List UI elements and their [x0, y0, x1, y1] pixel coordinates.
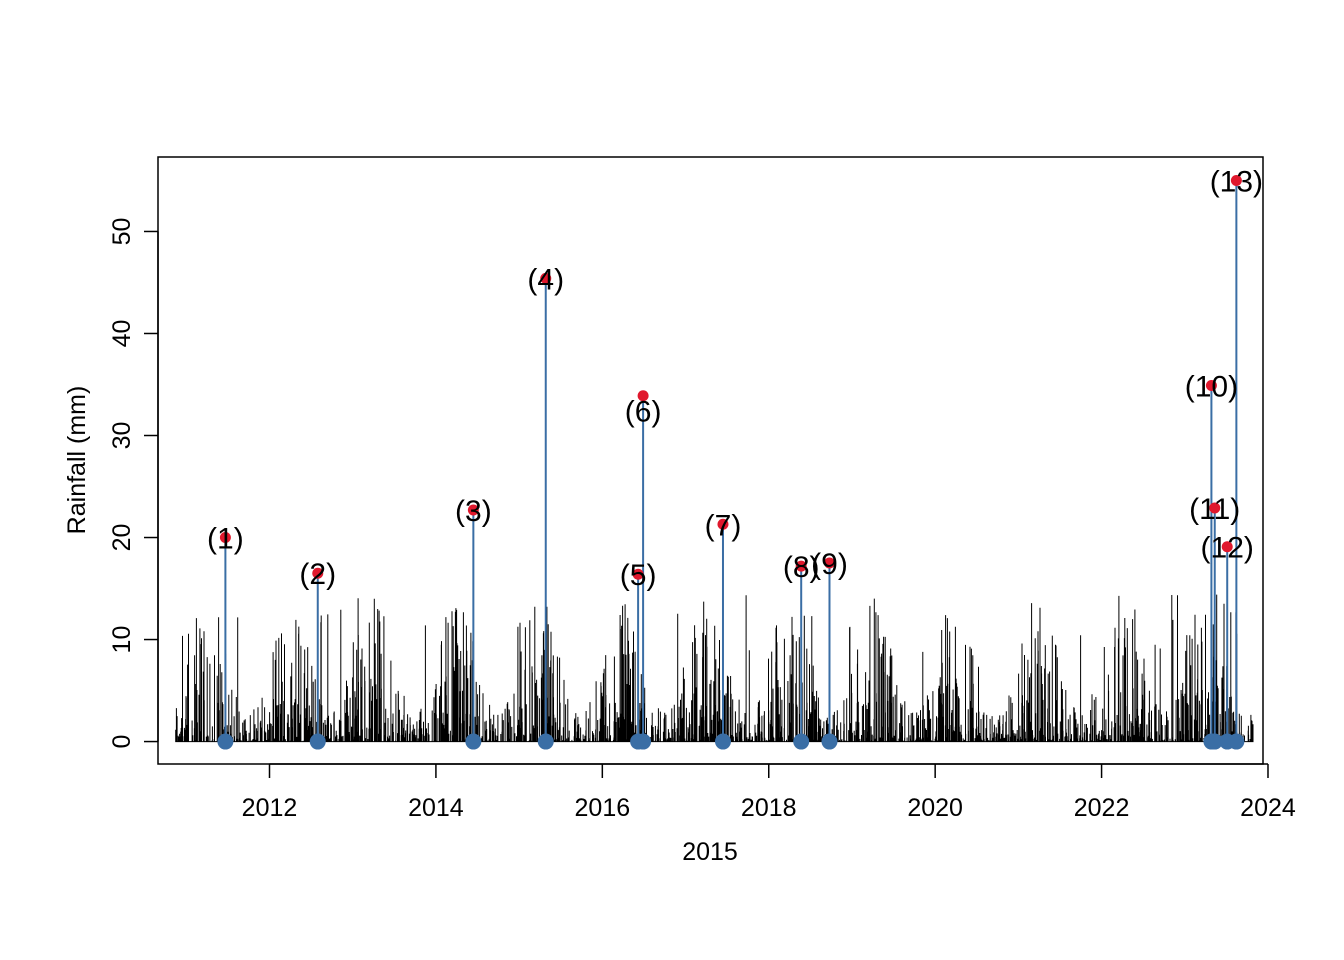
x-axis: 2012 2014 2016 2018 2020 2022 2024 [242, 763, 1296, 822]
event-peak-point [1209, 502, 1221, 514]
event-label: (11) [1189, 493, 1240, 526]
event-label: (5) [620, 559, 657, 592]
event-label: (10) [1185, 371, 1238, 404]
x-tick-label: 2020 [907, 794, 963, 822]
x-tick-label: 2014 [408, 794, 464, 822]
event-peak-point [1230, 174, 1242, 186]
y-tick-label: 10 [108, 626, 136, 654]
y-tick-label: 0 [108, 735, 136, 749]
x-tick-label: 2018 [741, 794, 797, 822]
y-axis-title: Rainfall (mm) [63, 386, 91, 535]
x-tick-label: 2012 [242, 794, 298, 822]
event-base-point [309, 733, 326, 750]
event-base-point [821, 733, 838, 750]
event-label: (7) [705, 509, 742, 542]
y-tick-label: 50 [108, 218, 136, 246]
event-base-point [465, 733, 482, 750]
event-label: (8) [783, 551, 820, 584]
y-axis: 0 10 20 30 40 50 [108, 218, 159, 749]
event-peak-point [632, 568, 644, 580]
event-label: (6) [625, 396, 662, 429]
event-peak-point [717, 518, 729, 530]
x-axis-title: 2015 [682, 838, 738, 866]
event-peak-point [540, 272, 552, 284]
event-base-point [217, 733, 234, 750]
event-markers: (1) (2) (3) (4) (5) (6) (7) (8)(9) (10) (11) (12) (… [207, 165, 1263, 750]
event-label: (1) [207, 523, 244, 556]
event-peak-point [1205, 380, 1217, 392]
y-tick-label: 30 [108, 422, 136, 450]
event-peak-point [1221, 541, 1233, 553]
x-tick-label: 2016 [575, 794, 631, 822]
y-tick-label: 20 [108, 524, 136, 552]
event-peak-point [219, 532, 231, 544]
event-label: (3) [455, 495, 492, 528]
event-label: (13) [1210, 165, 1263, 198]
event-label: (2) [299, 558, 336, 591]
event-peak-point [795, 560, 807, 572]
event-label: (4) [527, 263, 564, 296]
event-label: (12) [1201, 532, 1254, 565]
x-tick-label: 2024 [1240, 794, 1296, 822]
event-peak-point [467, 504, 479, 516]
x-tick-label: 2022 [1074, 794, 1130, 822]
event-base-point [635, 733, 652, 750]
event-base-point [714, 733, 731, 750]
event-peak-point [312, 567, 324, 579]
event-base-point [1206, 733, 1223, 750]
y-tick-label: 40 [108, 320, 136, 348]
event-base-point [537, 733, 554, 750]
rainfall-trace [175, 594, 1254, 743]
event-base-point [793, 733, 810, 750]
event-peak-point [823, 557, 835, 569]
daily-rainfall-series [175, 594, 1254, 743]
event-label: (9) [811, 548, 848, 581]
event-peak-point [637, 390, 649, 402]
plot-frame [157, 156, 1264, 765]
event-base-point [1228, 733, 1245, 750]
